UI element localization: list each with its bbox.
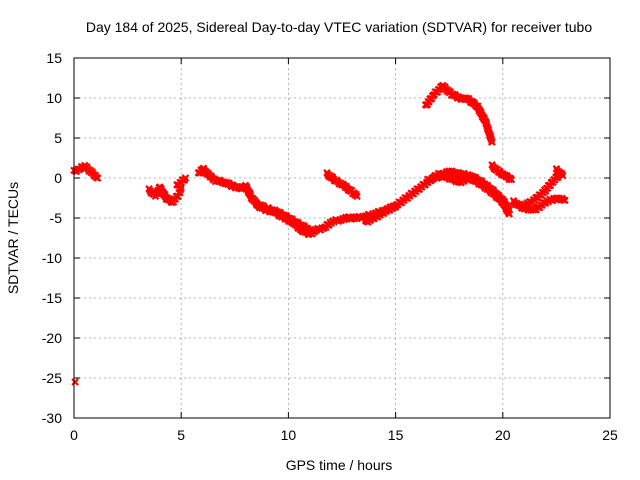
series-arc-noon — [323, 169, 361, 201]
x-tick-label: 10 — [281, 427, 297, 443]
y-tick-label: 15 — [46, 50, 62, 66]
series-arc-short — [488, 161, 516, 184]
series-arc-evening-upper — [516, 171, 563, 211]
series-arc-morning-upper — [173, 174, 190, 189]
y-tick-label: 10 — [46, 90, 62, 106]
y-tick-label: -20 — [42, 330, 62, 346]
y-tick-label: -30 — [42, 410, 62, 426]
x-tick-label: 15 — [388, 427, 404, 443]
y-tick-label: -15 — [42, 290, 62, 306]
data-point-marker — [559, 171, 567, 180]
x-tick-label: 5 — [177, 427, 185, 443]
series-arc-peak — [421, 81, 496, 146]
grid-lines — [74, 58, 610, 418]
x-tick-label: 20 — [495, 427, 511, 443]
series-arc-early — [70, 161, 102, 182]
y-tick-label: 0 — [54, 170, 62, 186]
y-tick-label: -10 — [42, 250, 62, 266]
x-tick-label: 25 — [602, 427, 618, 443]
chart-title: Day 184 of 2025, Sidereal Day-to-day VTE… — [86, 19, 593, 35]
x-tick-label: 0 — [70, 427, 78, 443]
series-arc-morning — [145, 183, 185, 207]
data-point-marker — [507, 175, 516, 184]
data-points — [70, 81, 569, 386]
x-axis-label: GPS time / hours — [286, 457, 393, 473]
data-point-marker — [93, 174, 102, 182]
tick-labels: 0 5 10 15 20 25 -30 -25 -20 -15 -10 -5 0 5 10 15 — [42, 50, 618, 443]
series-arc-evening-tail — [552, 165, 567, 180]
series-isolated-point — [71, 378, 79, 386]
data-point-marker — [306, 226, 314, 234]
plot-frame — [73, 57, 611, 419]
series-arc-day — [194, 164, 400, 239]
data-point-marker — [488, 138, 496, 146]
series-arc-afternoon-lower — [423, 167, 514, 214]
y-axis-label: SDTVAR / TECUs — [5, 182, 21, 294]
data-point-marker — [353, 192, 361, 201]
y-tick-label: -5 — [50, 210, 63, 226]
series-arc-day-branch — [252, 198, 314, 234]
data-point-marker — [505, 206, 514, 214]
data-point-marker — [561, 196, 569, 205]
data-point-marker — [181, 174, 190, 182]
y-tick-label: 5 — [54, 130, 62, 146]
y-tick-label: -25 — [42, 370, 62, 386]
data-point-marker — [71, 378, 79, 386]
